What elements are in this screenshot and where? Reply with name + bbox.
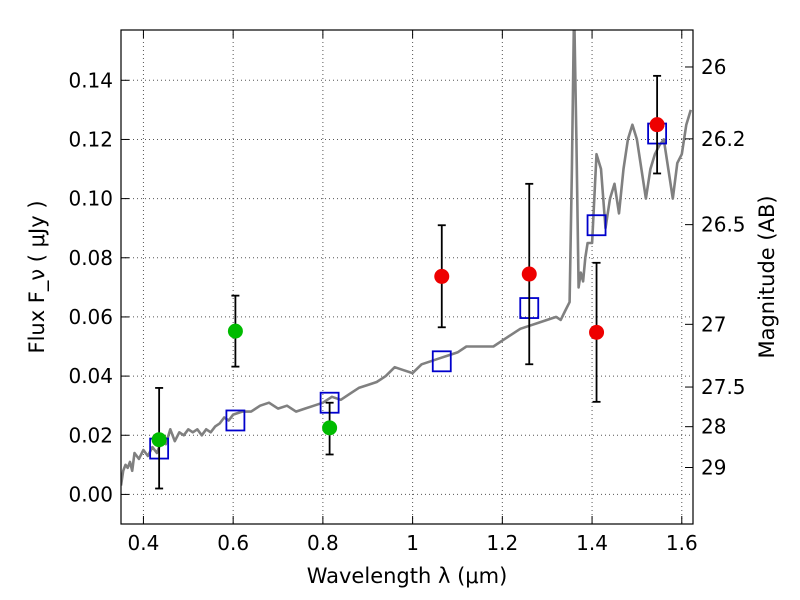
y2-tick-label: 26 [701, 55, 726, 79]
x-tick-label: 0.4 [128, 531, 160, 555]
x-axis-label: Wavelength λ (μm) [307, 564, 508, 588]
y2-tick-label: 26.5 [701, 213, 746, 237]
model-square-point [225, 409, 246, 432]
plot-background [121, 30, 693, 524]
flux-data-point [649, 117, 665, 133]
x-tick-label: 1.2 [486, 531, 518, 555]
y-tick-label: 0.08 [68, 246, 113, 270]
x-tick-label: 1.4 [576, 531, 608, 555]
y-tick-label: 0.00 [68, 482, 113, 506]
y-tick-label: 0.12 [68, 127, 113, 151]
x-tick-label: 0.6 [217, 531, 249, 555]
flux-data-point [227, 323, 243, 339]
y-tick-label: 0.02 [68, 423, 113, 447]
flux-data-point [151, 432, 167, 448]
y-tick-label: 0.10 [68, 187, 113, 211]
flux-data-point [589, 324, 605, 340]
flux-data-point [322, 420, 338, 436]
y-tick-label: 0.06 [68, 305, 113, 329]
y2-tick-label: 27 [701, 312, 726, 336]
plot-frame [120, 29, 694, 525]
y2-tick-label: 27.5 [701, 375, 746, 399]
flux-data-point [434, 268, 450, 284]
y2-tick-label: 26.2 [701, 127, 746, 151]
ticks: 0.4 0.6 0.8 1 1.2 1.4 1.6 0.00 0.02 0.04 0.06 0.08 0… [68, 30, 746, 555]
plot-area [121, 30, 693, 490]
x-tick-label: 1 [406, 531, 419, 555]
y-axis-label: Flux F_ν ( μJy ) [25, 200, 50, 353]
y-tick-label: 0.04 [68, 364, 113, 388]
model-square-point [586, 214, 607, 237]
model-spectrum-line [121, 30, 693, 486]
grid [121, 30, 693, 524]
x-tick-label: 1.6 [666, 531, 698, 555]
flux-data-point [521, 266, 537, 282]
x-tick-label: 0.8 [307, 531, 339, 555]
y2-tick-label: 29 [701, 456, 726, 480]
y2-axis-label: Magnitude (AB) [755, 195, 779, 358]
model-square-point [431, 350, 452, 373]
y-tick-label: 0.14 [68, 68, 113, 92]
y2-tick-label: 28 [701, 415, 726, 439]
